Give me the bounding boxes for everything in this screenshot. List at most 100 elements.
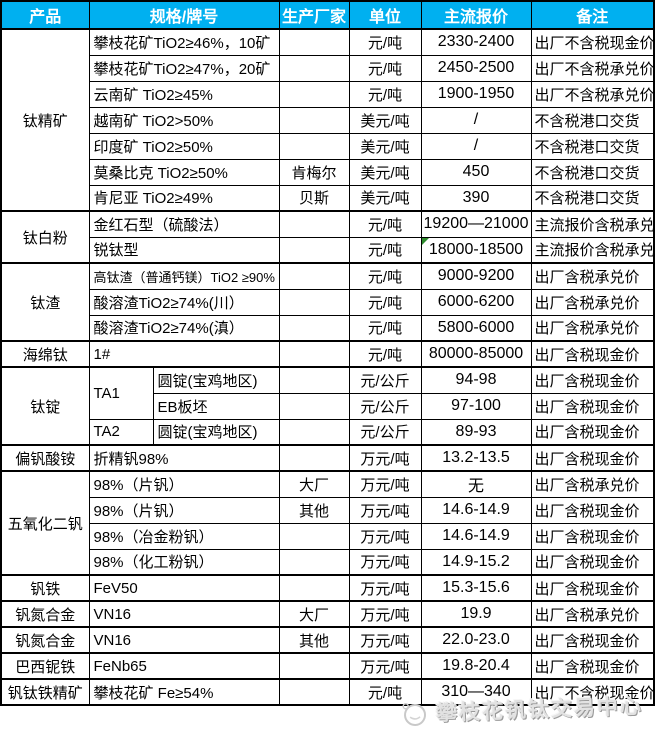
cell-spec: 酸溶渣TiO2≥74%(滇） — [88, 314, 280, 342]
table-row: 钛锭 TA1 圆锭(宝鸡地区) 元/公斤 94-98 出厂含税现金价 — [0, 366, 655, 446]
table-row: 越南矿 TiO2>50% 美元/吨 / 不含税港口交货 — [1, 106, 655, 134]
cell-unit: 万元/吨 — [348, 496, 422, 524]
cell-price: 310—340 — [420, 678, 532, 706]
cell-price: 15.3-15.6 — [420, 574, 532, 602]
cell-spec: 98%（片钒） — [88, 496, 280, 524]
cell-manufacturer — [278, 392, 350, 420]
cell-unit: 元/吨 — [348, 210, 422, 238]
cell-spec: 98%（片钒） — [88, 470, 280, 498]
cell-price: 14.6-14.9 — [420, 496, 532, 524]
cell-price: 19.9 — [420, 600, 532, 628]
table-row: 钛精矿 攀枝花矿TiO2≥46%，10矿 元/吨 2330-2400 出厂不含税… — [0, 28, 655, 212]
cell-remark: 出厂含税现金价 — [530, 652, 655, 680]
cell-remark: 出厂含税现金价 — [530, 418, 655, 446]
cell-price: 19.8-20.4 — [420, 652, 532, 680]
col-header-remark: 备注 — [530, 0, 655, 30]
cell-price: 94-98 — [420, 366, 532, 394]
table-row: 偏钒酸铵 折精钒98% 万元/吨 13.2-13.5 出厂含税现金价 — [0, 444, 655, 472]
cell-price: 6000-6200 — [420, 288, 532, 316]
cell-spec: 印度矿 TiO2≥50% — [88, 132, 280, 160]
cell-spec: VN16 — [88, 626, 280, 654]
cell-unit: 元/吨 — [348, 340, 422, 368]
cell-spec: 云南矿 TiO2≥45% — [88, 80, 280, 108]
cell-price: 1900-1950 — [420, 80, 532, 108]
cell-unit: 美元/吨 — [348, 132, 422, 160]
table-row: 云南矿 TiO2≥45% 元/吨 1900-1950 出厂不含税承兑价 — [1, 80, 655, 108]
cell-manufacturer — [278, 314, 350, 342]
cell-remark: 出厂含税承兑价 — [530, 470, 655, 498]
cell-unit: 元/吨 — [348, 678, 422, 706]
table-row: 酸溶渣TiO2≥74%(川） 元/吨 6000-6200 出厂含税承兑价 — [1, 288, 655, 316]
cell-spec: 1# — [88, 340, 280, 368]
cell-manufacturer: 大厂 — [278, 470, 350, 498]
cell-price: 9000-9200 — [420, 262, 532, 290]
cell-unit: 元/公斤 — [348, 366, 422, 394]
cell-unit: 元/吨 — [348, 236, 422, 264]
cell-spec: 98%（化工粉钒） — [88, 548, 280, 576]
cell-manufacturer — [278, 288, 350, 316]
cell-manufacturer — [278, 262, 350, 290]
cell-spec: 酸溶渣TiO2≥74%(川） — [88, 288, 280, 316]
cell-manufacturer — [278, 54, 350, 82]
cell-spec: 攀枝花矿TiO2≥46%，10矿 — [88, 28, 280, 56]
cell-unit: 元/公斤 — [348, 392, 422, 420]
cell-unit: 美元/吨 — [348, 184, 422, 212]
cell-remark: 主流报价含税承兑 — [530, 210, 655, 238]
cell-unit: 万元/吨 — [348, 548, 422, 576]
cell-manufacturer: 大厂 — [278, 600, 350, 628]
cell-manufacturer — [278, 28, 350, 56]
cell-price: 14.9-15.2 — [420, 548, 532, 576]
price-value: 18000-18500 — [428, 240, 524, 258]
cell-price: 97-100 — [420, 392, 532, 420]
cell-unit: 万元/吨 — [348, 470, 422, 498]
cell-manufacturer — [278, 80, 350, 108]
cell-price: 5800-6000 — [420, 314, 532, 342]
cell-manufacturer — [278, 548, 350, 576]
cell-manufacturer — [278, 106, 350, 134]
cell-unit: 万元/吨 — [348, 444, 422, 472]
panzhihua-exchange-logo-icon — [399, 699, 428, 728]
cell-price: 18000-18500 — [420, 236, 532, 264]
cell-manufacturer: 其他 — [278, 496, 350, 524]
cell-spec: FeV50 — [88, 574, 280, 602]
cell-spec: 98%（冶金粉钒） — [88, 522, 280, 550]
cell-manufacturer — [278, 652, 350, 680]
excel-error-marker-icon — [422, 238, 429, 245]
cell-manufacturer — [278, 418, 350, 446]
cell-manufacturer — [278, 444, 350, 472]
cell-price: 89-93 — [420, 418, 532, 446]
col-header-spec: 规格/牌号 — [88, 0, 280, 30]
cell-product: 钒氮合金 — [0, 600, 90, 628]
cell-remark: 出厂含税承兑价 — [530, 288, 655, 316]
table-row: 98%（片钒） 其他 万元/吨 14.6-14.9 出厂含税现金价 — [1, 496, 655, 524]
cell-spec-form: EB板坯 — [152, 392, 280, 420]
table-row: 肯尼亚 TiO2≥49% 贝斯 美元/吨 390 不含税港口交货 — [1, 184, 655, 212]
table-row: 印度矿 TiO2≥50% 美元/吨 / 不含税港口交货 — [1, 132, 655, 160]
cell-price: 13.2-13.5 — [420, 444, 532, 472]
cell-unit: 万元/吨 — [348, 626, 422, 654]
cell-unit: 元/吨 — [348, 28, 422, 56]
cell-remark: 出厂含税现金价 — [530, 548, 655, 576]
cell-price: 19200—21000 — [420, 210, 532, 238]
table-row: 钒钛铁精矿 攀枝花矿 Fe≥54% 元/吨 310—340 出厂不含税现金价 — [0, 678, 655, 706]
cell-spec: 越南矿 TiO2>50% — [88, 106, 280, 134]
cell-spec: 高钛渣（普通钙镁）TiO2 ≥90% — [88, 262, 280, 290]
cell-unit: 万元/吨 — [348, 652, 422, 680]
cell-product: 钒铁 — [0, 574, 90, 602]
cell-manufacturer: 肯梅尔 — [278, 158, 350, 186]
cell-product: 巴西铌铁 — [0, 652, 90, 680]
cell-spec: 锐钛型 — [88, 236, 280, 264]
cell-price: 无 — [420, 470, 532, 498]
cell-unit: 元/吨 — [348, 54, 422, 82]
cell-price: 2330-2400 — [420, 28, 532, 56]
table-row: 酸溶渣TiO2≥74%(滇） 元/吨 5800-6000 出厂含税承兑价 — [1, 314, 655, 342]
table-row: 98%（冶金粉钒） 万元/吨 14.6-14.9 出厂含税现金价 — [1, 522, 655, 550]
table-row: TA2 圆锭(宝鸡地区) 元/公斤 89-93 出厂含税现金价 — [1, 418, 655, 446]
cell-unit: 元/吨 — [348, 80, 422, 108]
cell-remark: 出厂不含税现金价 — [530, 678, 655, 706]
cell-product: 偏钒酸铵 — [0, 444, 90, 472]
table-row: 钒氮合金 VN16 其他 万元/吨 22.0-23.0 出厂含税现金价 — [0, 626, 655, 654]
cell-remark: 出厂含税现金价 — [530, 574, 655, 602]
cell-price: 2450-2500 — [420, 54, 532, 82]
table-row: 98%（化工粉钒） 万元/吨 14.9-15.2 出厂含税现金价 — [1, 548, 655, 576]
